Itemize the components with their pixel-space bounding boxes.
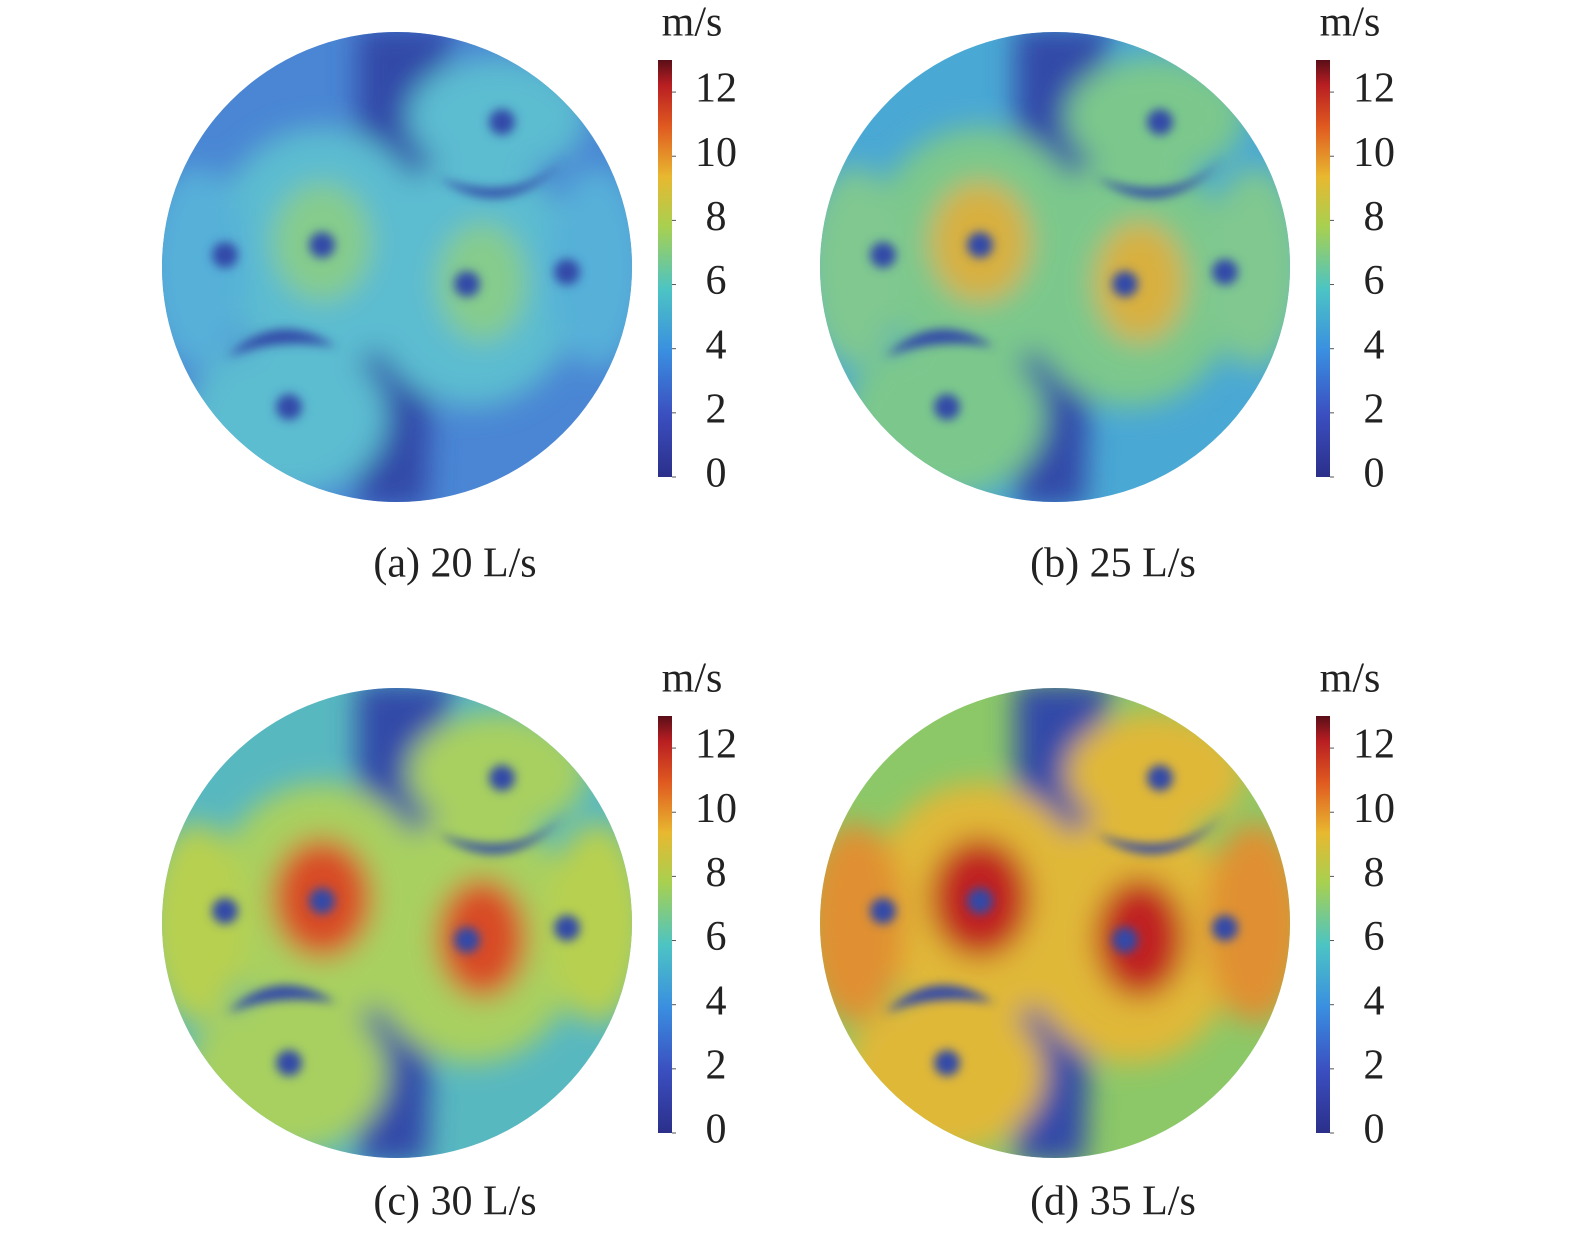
- colorbar-tick-label: 4: [706, 322, 727, 368]
- colorbar: [1316, 60, 1330, 477]
- side-zone: [820, 823, 905, 1023]
- velocity-field: [162, 688, 632, 1158]
- colorbar-tick-label: 12: [1353, 66, 1395, 112]
- caption: (d) 35 L/s: [1030, 1179, 1196, 1225]
- colorbar: [658, 60, 672, 477]
- probe: [276, 1050, 302, 1076]
- colorbar-tick-label: 6: [1364, 258, 1385, 304]
- colorbar-label: m/s: [662, 0, 723, 46]
- field-dots: [212, 109, 580, 420]
- colorbar-label: m/s: [1320, 0, 1381, 46]
- colorbar-tick-label: 8: [706, 850, 727, 896]
- colorbar-tick-label: 10: [695, 130, 737, 176]
- colorbar-label: m/s: [662, 656, 723, 702]
- colorbar-tick-label: 2: [706, 1042, 727, 1088]
- probe: [276, 394, 302, 420]
- caption: (a) 20 L/s: [373, 541, 536, 587]
- colorbar-tick-label: 12: [1353, 722, 1395, 768]
- colorbar-tick-label: 0: [1364, 451, 1385, 497]
- wake: [227, 985, 337, 1013]
- probe: [1112, 927, 1138, 953]
- field-dots: [212, 765, 580, 1076]
- wake: [885, 329, 995, 357]
- colorbar-tick-label: 0: [706, 1107, 727, 1153]
- probe: [870, 898, 896, 924]
- probe: [1212, 259, 1238, 285]
- core: [1095, 222, 1185, 342]
- colorbar-tick-label: 0: [706, 451, 727, 497]
- core: [437, 878, 527, 998]
- colorbar-tick-label: 8: [1364, 194, 1385, 240]
- wake: [1095, 813, 1225, 854]
- colorbar-tick-label: 10: [695, 786, 737, 832]
- colorbar-tick-label: 8: [706, 194, 727, 240]
- probe: [554, 915, 580, 941]
- probe: [934, 1050, 960, 1076]
- probe: [454, 271, 480, 297]
- colorbar-tick-label: 4: [706, 978, 727, 1024]
- field-dots: [870, 109, 1238, 420]
- probe: [212, 898, 238, 924]
- colorbar-tick-label: 4: [1364, 322, 1385, 368]
- probe: [489, 765, 515, 791]
- colorbar-tick-label: 4: [1364, 978, 1385, 1024]
- colorbar-tick-label: 10: [1353, 130, 1395, 176]
- side-zone: [547, 167, 632, 367]
- probe: [934, 394, 960, 420]
- panel: m/s 0 2 4 6 8 10 12 (c) 30 L/s: [162, 656, 737, 1225]
- wake: [227, 329, 337, 357]
- probe: [554, 259, 580, 285]
- colorbar-tick-label: 10: [1353, 786, 1395, 832]
- side-zone: [547, 823, 632, 1023]
- probe: [1147, 765, 1173, 791]
- colorbar-tick-label: 8: [1364, 850, 1385, 896]
- wake: [437, 157, 567, 198]
- probe: [1112, 271, 1138, 297]
- probe: [967, 888, 993, 914]
- caption: (b) 25 L/s: [1030, 541, 1196, 587]
- panel: m/s 0 2 4 6 8 10 12 (b) 25 L/s: [820, 0, 1395, 587]
- colorbar-tick-label: 0: [1364, 1107, 1385, 1153]
- wake: [437, 813, 567, 854]
- side-zone: [1205, 823, 1290, 1023]
- colorbar-tick-label: 6: [706, 914, 727, 960]
- caption: (c) 30 L/s: [373, 1179, 536, 1225]
- side-zone: [162, 167, 247, 367]
- probe: [309, 888, 335, 914]
- colorbar-tick-label: 2: [706, 386, 727, 432]
- velocity-field: [820, 688, 1290, 1158]
- wake: [885, 985, 995, 1013]
- colorbar: [658, 716, 672, 1133]
- colorbar-tick-label: 12: [695, 66, 737, 112]
- colorbar-tick-label: 12: [695, 722, 737, 768]
- core: [1095, 878, 1185, 998]
- probe: [870, 242, 896, 268]
- probe: [1212, 915, 1238, 941]
- side-zone: [162, 823, 247, 1023]
- colorbar-tick-label: 2: [1364, 1042, 1385, 1088]
- panel: m/s 0 2 4 6 8 10 12 (d) 35 L/s: [820, 656, 1395, 1225]
- probe: [967, 232, 993, 258]
- colorbar-tick-label: 6: [1364, 914, 1385, 960]
- probe: [1147, 109, 1173, 135]
- core: [437, 222, 527, 342]
- probe: [309, 232, 335, 258]
- velocity-field: [162, 32, 632, 502]
- wake: [1095, 157, 1225, 198]
- colorbar-tick-label: 6: [706, 258, 727, 304]
- side-zone: [1205, 167, 1290, 367]
- field-dots: [870, 765, 1238, 1076]
- side-zone: [820, 167, 905, 367]
- probe: [212, 242, 238, 268]
- colorbar-label: m/s: [1320, 656, 1381, 702]
- probe: [454, 927, 480, 953]
- colorbar-tick-label: 2: [1364, 386, 1385, 432]
- velocity-field: [820, 32, 1290, 502]
- colorbar: [1316, 716, 1330, 1133]
- panel: m/s 0 2 4 6 8 10 12 (a) 20 L/s: [162, 0, 737, 587]
- probe: [489, 109, 515, 135]
